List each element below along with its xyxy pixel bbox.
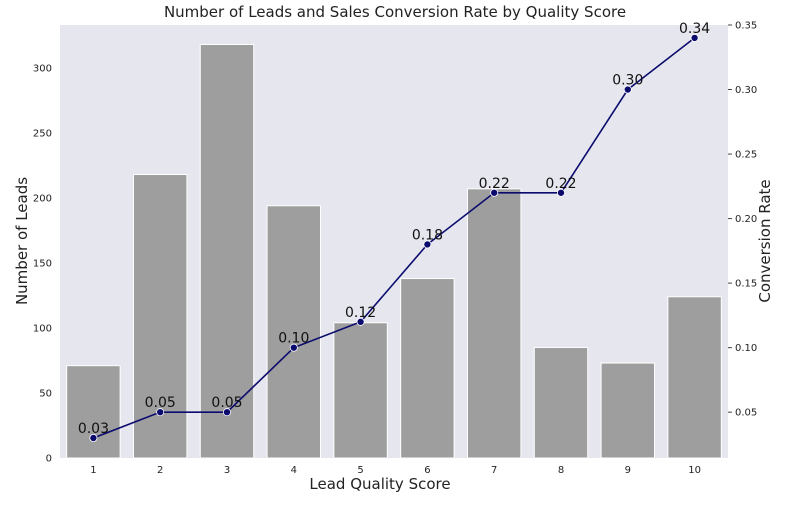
bar-10 xyxy=(667,296,722,459)
bar-3 xyxy=(199,44,255,459)
chart-title: Number of Leads and Sales Conversion Rat… xyxy=(164,3,626,21)
bar-5 xyxy=(333,322,388,459)
x-axis-label: Lead Quality Score xyxy=(309,475,450,493)
y2-axis-label: Conversion Rate xyxy=(756,179,774,302)
conversion-rate-label: 0.10 xyxy=(278,331,309,347)
y-tick-label: 250 xyxy=(33,128,52,139)
x-tick-label: 4 xyxy=(291,465,297,476)
conversion-rate-label: 0.22 xyxy=(545,176,576,192)
y2-tick-label: 0.10 xyxy=(735,343,757,354)
conversion-rate-point xyxy=(222,408,231,417)
y-tick-label: 50 xyxy=(39,388,52,399)
y2-tick-label: 0.20 xyxy=(735,214,757,225)
y2-tick-label: 0.30 xyxy=(735,85,757,96)
conversion-rate-point xyxy=(89,433,98,442)
conversion-rate-label: 0.05 xyxy=(145,395,176,411)
y-axis-label: Number of Leads xyxy=(13,177,31,305)
y-tick-label: 200 xyxy=(33,193,52,204)
x-tick-label: 7 xyxy=(491,465,497,476)
x-tick-label: 10 xyxy=(688,465,701,476)
x-tick-label: 3 xyxy=(224,465,230,476)
conversion-rate-label: 0.30 xyxy=(612,73,643,89)
y-tick-label: 100 xyxy=(33,323,52,334)
bar-4 xyxy=(266,205,322,459)
conversion-rate-point xyxy=(423,240,432,249)
conversion-rate-point xyxy=(690,33,699,42)
x-tick-label: 5 xyxy=(357,465,363,476)
conversion-rate-point xyxy=(156,408,165,417)
y-tick-label: 0 xyxy=(46,454,52,465)
y-tick-label: 150 xyxy=(33,258,52,269)
conversion-rate-point xyxy=(490,188,499,197)
x-tick-label: 9 xyxy=(625,465,631,476)
y2-tick-label: 0.05 xyxy=(735,408,757,419)
y-tick-label: 300 xyxy=(33,63,52,74)
conversion-rate-label: 0.12 xyxy=(345,305,376,321)
bar-7 xyxy=(466,188,522,459)
conversion-rate-point xyxy=(557,188,566,197)
conversion-rate-line xyxy=(93,37,696,439)
x-tick-label: 6 xyxy=(424,465,430,476)
x-axis-ticks: 1 2 3 4 5 6 7 8 9 10 xyxy=(90,465,701,476)
y-axis-ticks: 0 50 100 150 200 250 300 xyxy=(33,63,52,464)
x-tick-label: 2 xyxy=(157,465,163,476)
conversion-rate-label: 0.05 xyxy=(211,395,242,411)
bar-6 xyxy=(400,278,455,459)
bars-layer xyxy=(66,44,722,459)
bar-1 xyxy=(66,365,121,459)
conversion-rate-label: 0.18 xyxy=(412,227,443,243)
y2-tick-label: 0.35 xyxy=(735,21,757,32)
line-layer: 0.03 0.05 0.05 0.10 0.12 0.18 0.22 0.22 0.30 0.34 xyxy=(78,21,710,442)
conversion-rate-label: 0.34 xyxy=(679,21,710,37)
conversion-rate-point xyxy=(623,85,632,94)
y2-tick-label: 0.25 xyxy=(735,150,757,161)
conversion-rate-label: 0.22 xyxy=(479,176,510,192)
x-tick-label: 8 xyxy=(558,465,564,476)
bar-8 xyxy=(533,346,589,459)
x-tick-label: 1 xyxy=(90,465,96,476)
conversion-rate-point xyxy=(356,317,365,326)
conversion-rate-label: 0.03 xyxy=(78,421,109,437)
y2-tick-label: 0.15 xyxy=(735,279,757,290)
conversion-rate-point xyxy=(289,343,298,352)
y2-axis-ticks: 0.05 0.10 0.15 0.20 0.25 0.30 0.35 xyxy=(728,21,757,419)
bar-9 xyxy=(600,362,656,459)
